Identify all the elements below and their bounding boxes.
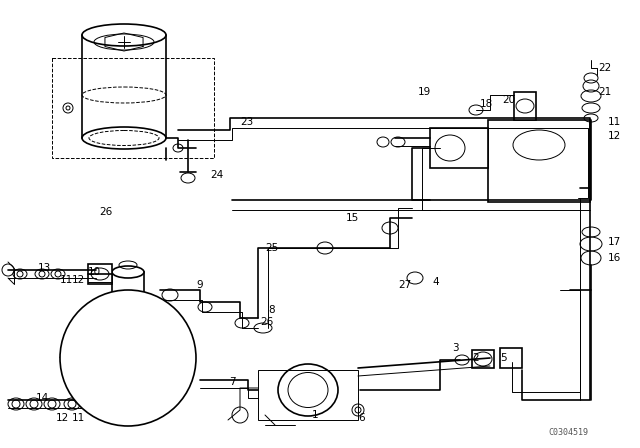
Text: 10: 10 bbox=[88, 267, 101, 277]
Text: 11: 11 bbox=[72, 413, 84, 423]
Circle shape bbox=[60, 290, 196, 426]
Text: 21: 21 bbox=[598, 87, 611, 97]
Text: 13: 13 bbox=[38, 263, 51, 273]
Text: 17: 17 bbox=[608, 237, 621, 247]
Text: 23: 23 bbox=[240, 117, 253, 127]
Text: 16: 16 bbox=[608, 253, 621, 263]
Text: 12: 12 bbox=[56, 413, 68, 423]
Ellipse shape bbox=[82, 127, 166, 149]
Text: 22: 22 bbox=[598, 63, 611, 73]
Text: 6: 6 bbox=[358, 413, 365, 423]
Text: 2: 2 bbox=[472, 353, 479, 363]
Text: C0304519: C0304519 bbox=[548, 427, 588, 436]
Text: 11: 11 bbox=[608, 117, 621, 127]
Ellipse shape bbox=[112, 296, 144, 308]
Bar bbox=[52, 58, 214, 158]
Text: 15: 15 bbox=[346, 213, 359, 223]
Text: 25: 25 bbox=[265, 243, 278, 253]
Ellipse shape bbox=[112, 266, 144, 278]
Bar bbox=[112, 272, 144, 302]
Text: 27: 27 bbox=[398, 280, 412, 290]
Bar bbox=[258, 370, 358, 420]
Text: 11: 11 bbox=[60, 275, 73, 285]
Text: 26: 26 bbox=[99, 207, 112, 217]
Ellipse shape bbox=[278, 364, 338, 416]
Text: 14: 14 bbox=[36, 393, 49, 403]
Text: 26: 26 bbox=[260, 317, 273, 327]
Bar bbox=[88, 264, 112, 284]
Text: 8: 8 bbox=[268, 305, 275, 315]
Text: 5: 5 bbox=[500, 353, 507, 363]
Text: 3: 3 bbox=[452, 343, 459, 353]
Bar bbox=[488, 120, 590, 202]
Bar bbox=[430, 128, 488, 168]
Text: 12: 12 bbox=[72, 275, 85, 285]
Text: 24: 24 bbox=[210, 170, 223, 180]
Text: 9: 9 bbox=[196, 280, 203, 290]
Ellipse shape bbox=[82, 24, 166, 46]
Text: 1: 1 bbox=[312, 410, 318, 420]
Text: 20: 20 bbox=[502, 95, 515, 105]
Bar bbox=[472, 350, 494, 368]
Text: 7: 7 bbox=[228, 377, 236, 387]
Text: 4: 4 bbox=[432, 277, 438, 287]
Bar bbox=[514, 92, 536, 120]
Bar bbox=[500, 348, 522, 368]
Text: 12: 12 bbox=[608, 131, 621, 141]
Text: 18: 18 bbox=[480, 99, 493, 109]
Text: 19: 19 bbox=[418, 87, 431, 97]
